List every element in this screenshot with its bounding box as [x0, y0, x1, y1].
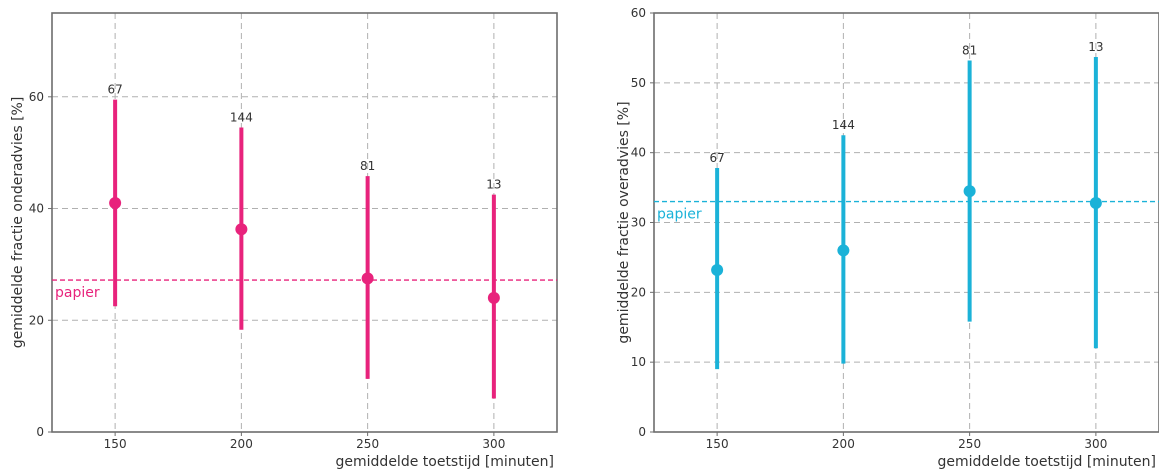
count-label: 13 — [486, 178, 501, 192]
y-axis-title: gemiddelde fractie onderadvies [%] — [10, 97, 26, 349]
x-tick-label: 250 — [356, 437, 379, 451]
count-label: 81 — [962, 43, 977, 57]
reference-label: papier — [55, 285, 100, 301]
y-tick-label: 60 — [29, 90, 44, 104]
reference-label: papier — [657, 207, 702, 223]
x-tick-label: 250 — [958, 437, 981, 451]
x-tick-label: 200 — [832, 437, 855, 451]
chart-overadvies: 0 10 20 30 40 50 60 150 200 250 300 gemiddelde toet… — [616, 6, 1159, 470]
data-point — [109, 196, 122, 209]
count-label: 144 — [230, 111, 253, 125]
chart-onderadvies: 0 20 40 60 150 200 250 300 gemiddelde toetstijd … — [10, 12, 558, 470]
x-tick-label: 300 — [1084, 437, 1107, 451]
count-label: 144 — [832, 118, 855, 132]
x-tick-label: 150 — [706, 437, 729, 451]
y-tick-label: 30 — [631, 216, 646, 230]
data-point — [711, 263, 724, 276]
count-label: 67 — [709, 151, 724, 165]
data-point — [361, 272, 374, 285]
count-label: 81 — [360, 159, 375, 173]
data-point — [487, 291, 500, 304]
y-tick-label: 20 — [631, 285, 646, 299]
data-point — [1089, 196, 1102, 209]
y-tick-label: 60 — [631, 6, 646, 20]
count-label: 13 — [1088, 40, 1103, 54]
x-tick-label: 300 — [482, 437, 505, 451]
data-point — [837, 244, 850, 257]
y-tick-label: 0 — [638, 425, 646, 439]
data-point — [235, 223, 248, 236]
y-tick-label: 50 — [631, 76, 646, 90]
y-tick-label: 0 — [36, 425, 44, 439]
plot-frame — [51, 12, 558, 433]
x-tick-label: 200 — [230, 437, 253, 451]
y-tick-label: 40 — [29, 202, 44, 216]
y-tick-label: 10 — [631, 355, 646, 369]
y-axis-title: gemiddelde fractie overadvies [%] — [616, 101, 632, 343]
x-tick-label: 150 — [104, 437, 127, 451]
count-label: 67 — [107, 83, 122, 97]
y-tick-label: 20 — [29, 313, 44, 327]
x-axis-title: gemiddelde toetstijd [minuten] — [336, 454, 554, 470]
data-point — [963, 185, 976, 198]
x-axis-title: gemiddelde toetstijd [minuten] — [938, 454, 1156, 470]
y-tick-label: 40 — [631, 146, 646, 160]
